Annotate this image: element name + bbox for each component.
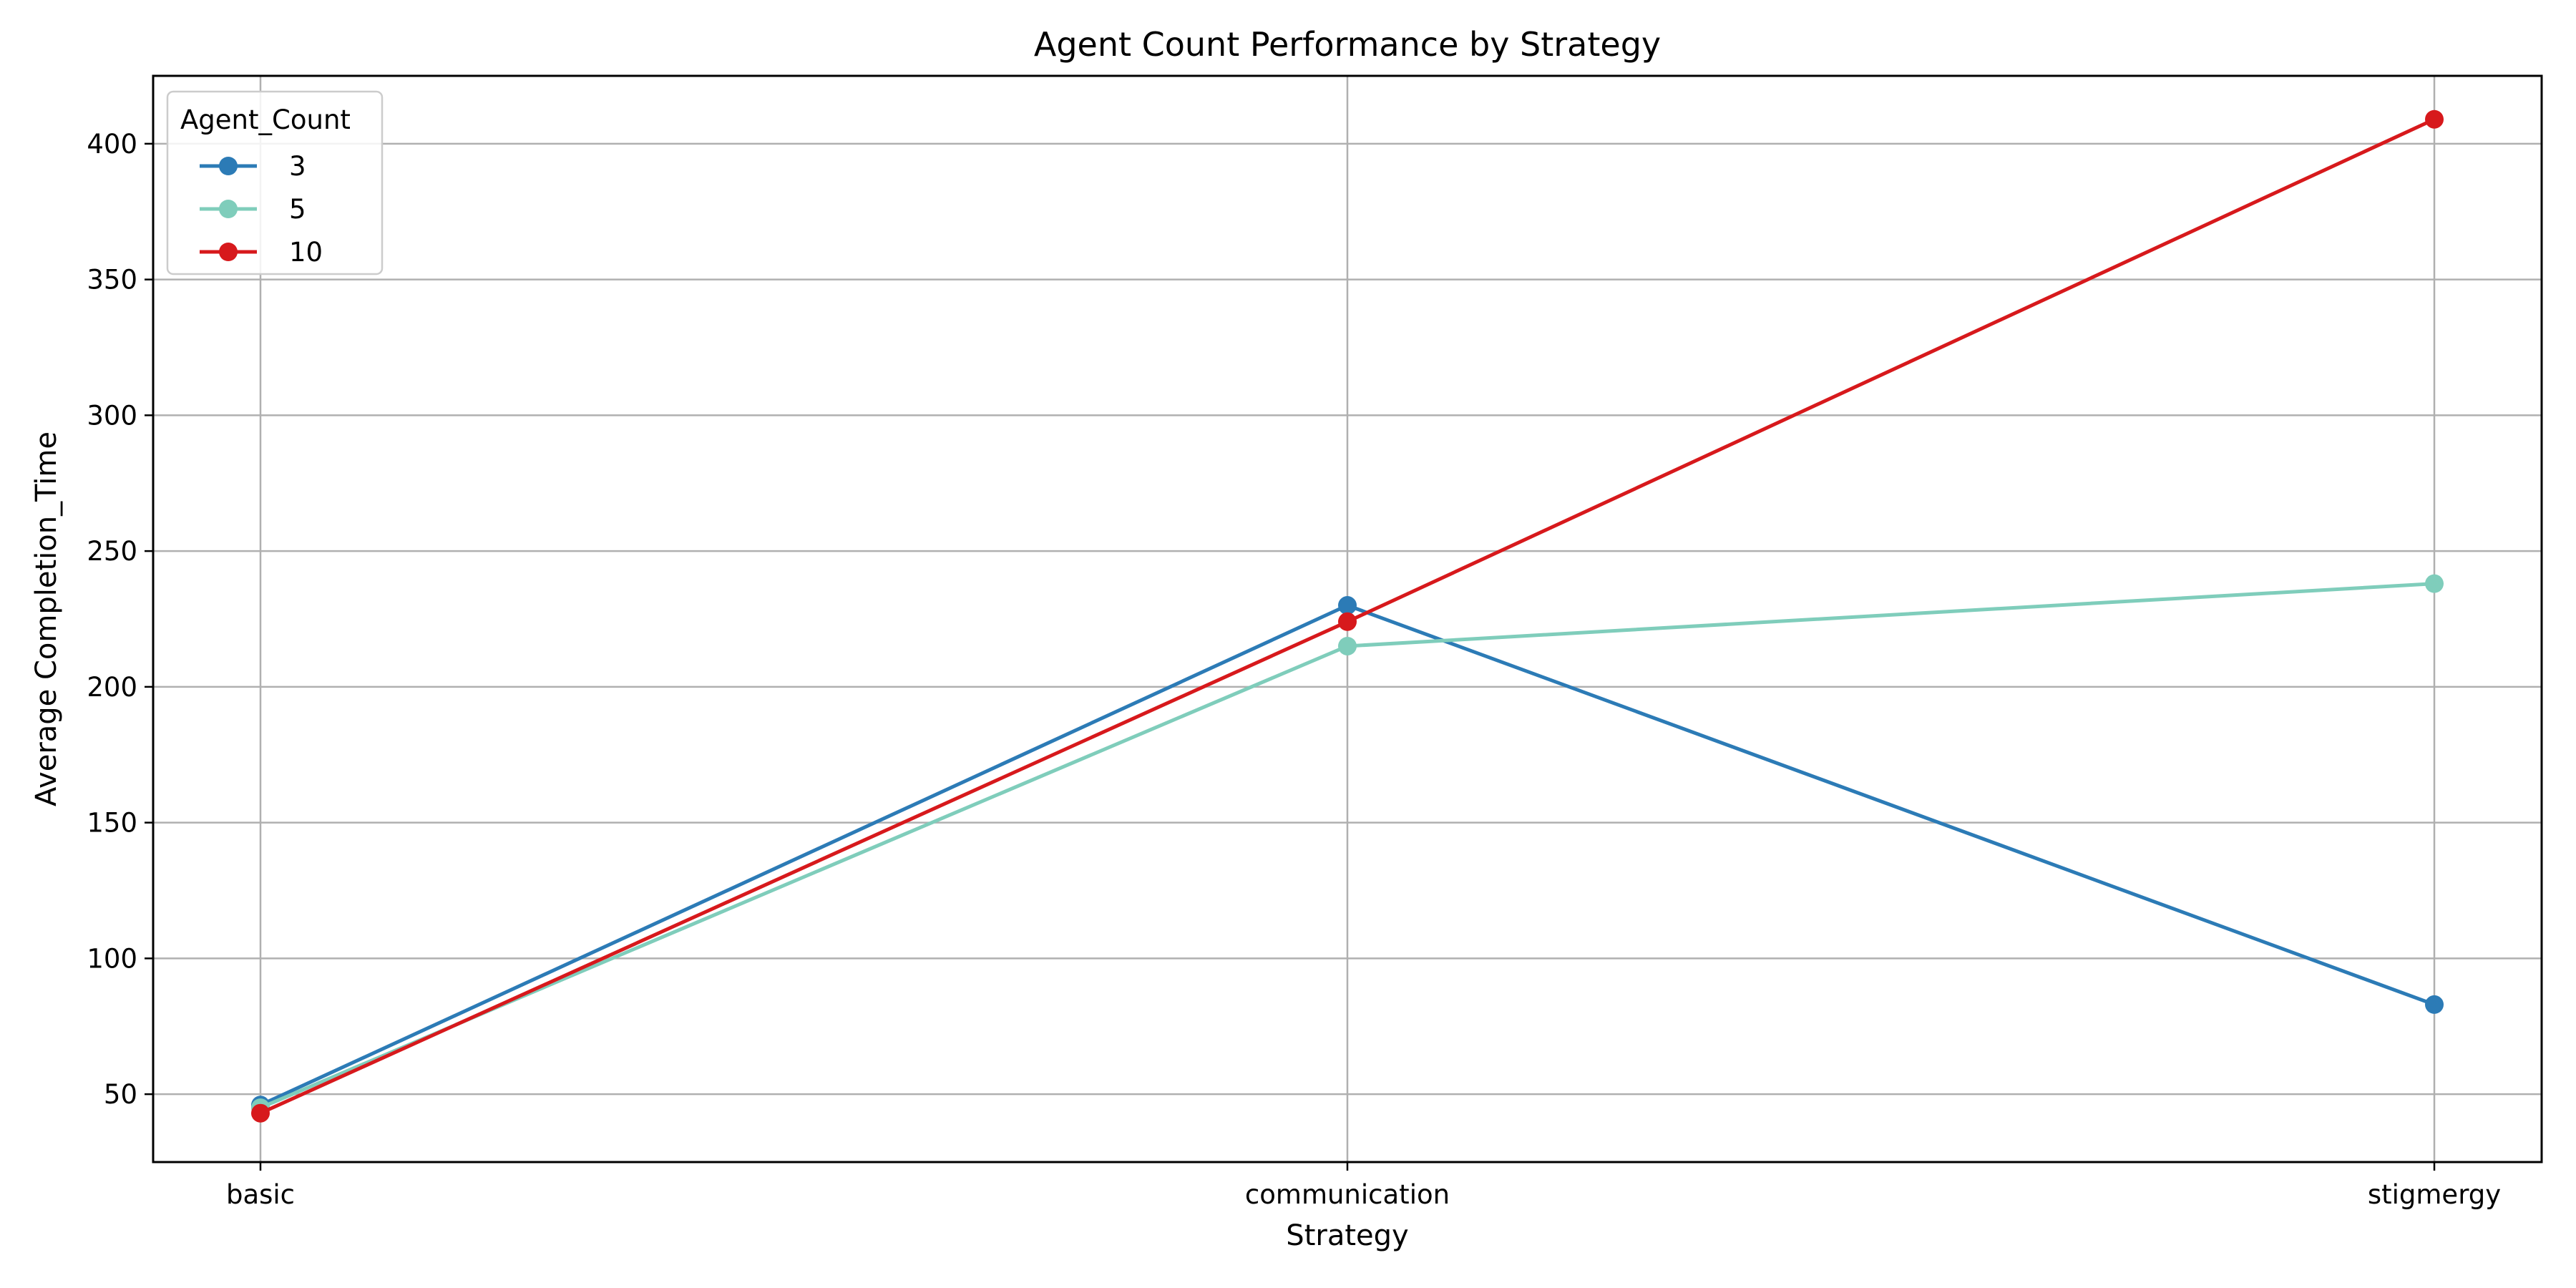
y-axis-label: Average Completion_Time xyxy=(30,431,63,806)
legend-item-10: 10 xyxy=(200,237,323,268)
series-10 xyxy=(251,109,2444,1123)
y-tick-label: 250 xyxy=(87,536,137,567)
y-tick-label: 400 xyxy=(87,129,137,160)
legend-marker xyxy=(219,200,238,218)
x-tick-label: communication xyxy=(1245,1179,1450,1210)
legend-label: 10 xyxy=(289,237,323,268)
x-tick-label: stigmergy xyxy=(2368,1179,2501,1210)
y-tick-label: 300 xyxy=(87,400,137,431)
legend-label: 3 xyxy=(289,151,306,182)
series-layer xyxy=(251,109,2444,1123)
y-tick-label: 200 xyxy=(87,672,137,703)
data-point xyxy=(2425,995,2444,1014)
legend-item-3: 3 xyxy=(200,151,306,182)
data-point xyxy=(251,1103,270,1123)
data-point xyxy=(2425,109,2444,129)
legend-title: Agent_Count xyxy=(180,104,351,135)
chart-title: Agent Count Performance by Strategy xyxy=(1034,25,1661,64)
x-tick-label: basic xyxy=(226,1179,295,1210)
grid-layer xyxy=(153,76,2542,1162)
x-axis-label: Strategy xyxy=(1286,1219,1408,1252)
data-point xyxy=(1338,636,1357,655)
y-tick-label: 150 xyxy=(87,808,137,839)
legend: Agent_Count 3 5 10 xyxy=(166,90,384,275)
tick-layer: basic communication stigmergy 50 100 150 200 25… xyxy=(87,129,2501,1210)
legend-marker xyxy=(219,243,238,261)
data-point xyxy=(2425,574,2444,593)
y-tick-label: 50 xyxy=(104,1079,137,1110)
legend-label: 5 xyxy=(289,194,306,225)
y-tick-label: 350 xyxy=(87,265,137,296)
legend-marker xyxy=(219,157,238,175)
legend-box xyxy=(166,90,384,275)
legend-item-5: 5 xyxy=(200,194,306,225)
series-5 xyxy=(251,574,2444,1118)
data-point xyxy=(1338,596,1357,615)
data-point xyxy=(1338,612,1357,631)
y-tick-label: 100 xyxy=(87,943,137,974)
